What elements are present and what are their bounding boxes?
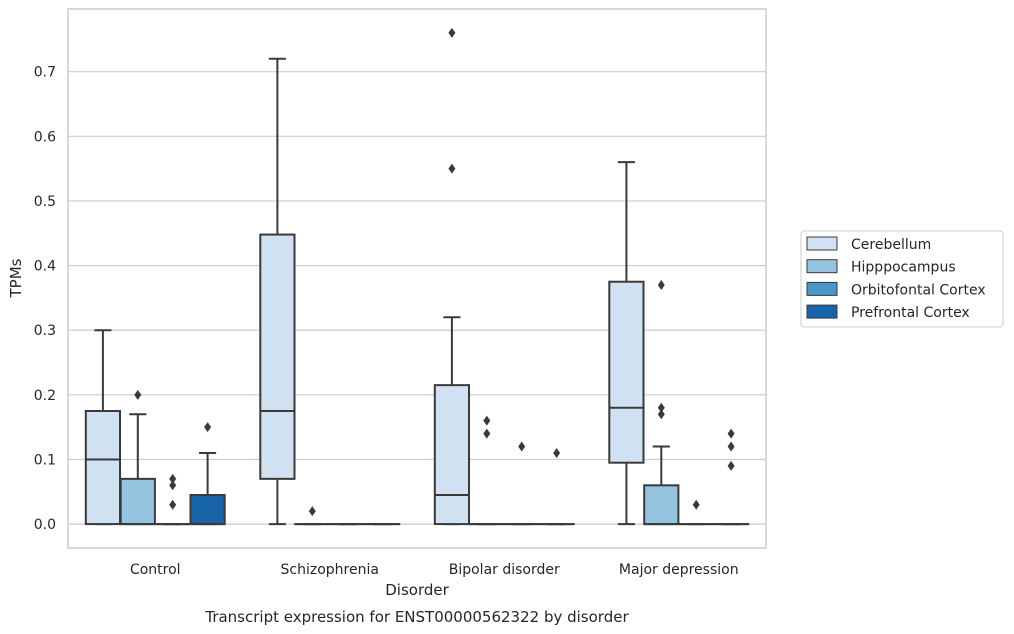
legend-label: Prefrontal Cortex (851, 305, 970, 321)
y-tick-label: 0.1 (34, 452, 56, 468)
y-tick-label: 0.0 (34, 517, 56, 533)
outlier-point (448, 27, 456, 38)
legend: Cerebellum Hipppocampus Orbitofontal Corte… (800, 230, 1004, 328)
legend-swatch (806, 304, 838, 319)
y-tick-label: 0.2 (34, 388, 56, 404)
legend-swatch (806, 281, 838, 296)
box (84, 329, 122, 526)
series-prefrontal-cortex (189, 422, 750, 526)
legend-label: Orbitofontal Cortex (851, 282, 986, 298)
outlier-point (727, 460, 735, 471)
box-body (119, 477, 156, 526)
x-tick-label: Bipolar disorder (449, 562, 560, 578)
outlier-point (204, 422, 212, 433)
outlier-point (692, 499, 700, 510)
legend-label: Hipppocampus (851, 260, 956, 276)
outlier-point (553, 447, 561, 458)
y-tick-label: 0.4 (34, 259, 56, 275)
outlier-point (169, 480, 177, 491)
y-axis-label: TPMs (7, 258, 25, 298)
legend-swatch (806, 259, 838, 274)
outlier-point (483, 428, 491, 439)
outlier-point (657, 409, 665, 420)
outlier-point (727, 441, 735, 452)
box-body (84, 409, 122, 526)
box-body (643, 484, 680, 526)
box-body (259, 233, 296, 480)
box (503, 441, 540, 526)
box (643, 279, 680, 526)
box (468, 415, 505, 526)
x-tick-label: Schizophrenia (281, 562, 379, 578)
outlier-point (657, 402, 665, 413)
y-tick-labels: 0.0 0.1 0.2 0.3 0.4 0.5 0.6 0.7 (34, 65, 56, 533)
outlier-point (727, 428, 735, 439)
x-axis-label: Disorder (385, 581, 449, 599)
y-tick-label: 0.7 (34, 65, 56, 81)
box (712, 428, 750, 526)
box (259, 57, 296, 526)
x-tick-label: Control (130, 562, 181, 578)
box (119, 389, 156, 526)
series-cerebellum (84, 27, 645, 526)
outlier-point (169, 473, 177, 484)
y-tick-label: 0.6 (34, 129, 56, 145)
y-tick-label: 0.3 (34, 323, 56, 339)
box (678, 499, 715, 526)
legend-swatch (806, 236, 838, 251)
box-body (433, 384, 471, 526)
box (538, 447, 575, 526)
box-series (84, 27, 750, 526)
outlier-point (483, 415, 491, 426)
box (608, 161, 645, 526)
series-hipppocampus (119, 279, 680, 526)
outlier-point (169, 499, 177, 510)
chart-title: Transcript expression for ENST0000056232… (204, 608, 629, 626)
plot-area (67, 8, 767, 549)
outlier-point (518, 441, 526, 452)
x-tick-labels: Control Schizophrenia Bipolar disorder Majo… (130, 562, 739, 578)
box (433, 27, 471, 526)
box-body (189, 494, 226, 526)
box-body (608, 280, 645, 464)
outlier-point (448, 163, 456, 174)
outlier-point (308, 506, 316, 517)
outlier-point (134, 389, 142, 400)
legend-label: Cerebellum (851, 237, 931, 253)
legend-frame (800, 230, 1004, 328)
x-tick-label: Major depression (619, 562, 739, 578)
y-tick-label: 0.5 (34, 194, 56, 210)
outlier-point (657, 279, 665, 290)
box (154, 473, 191, 526)
box (189, 422, 226, 526)
